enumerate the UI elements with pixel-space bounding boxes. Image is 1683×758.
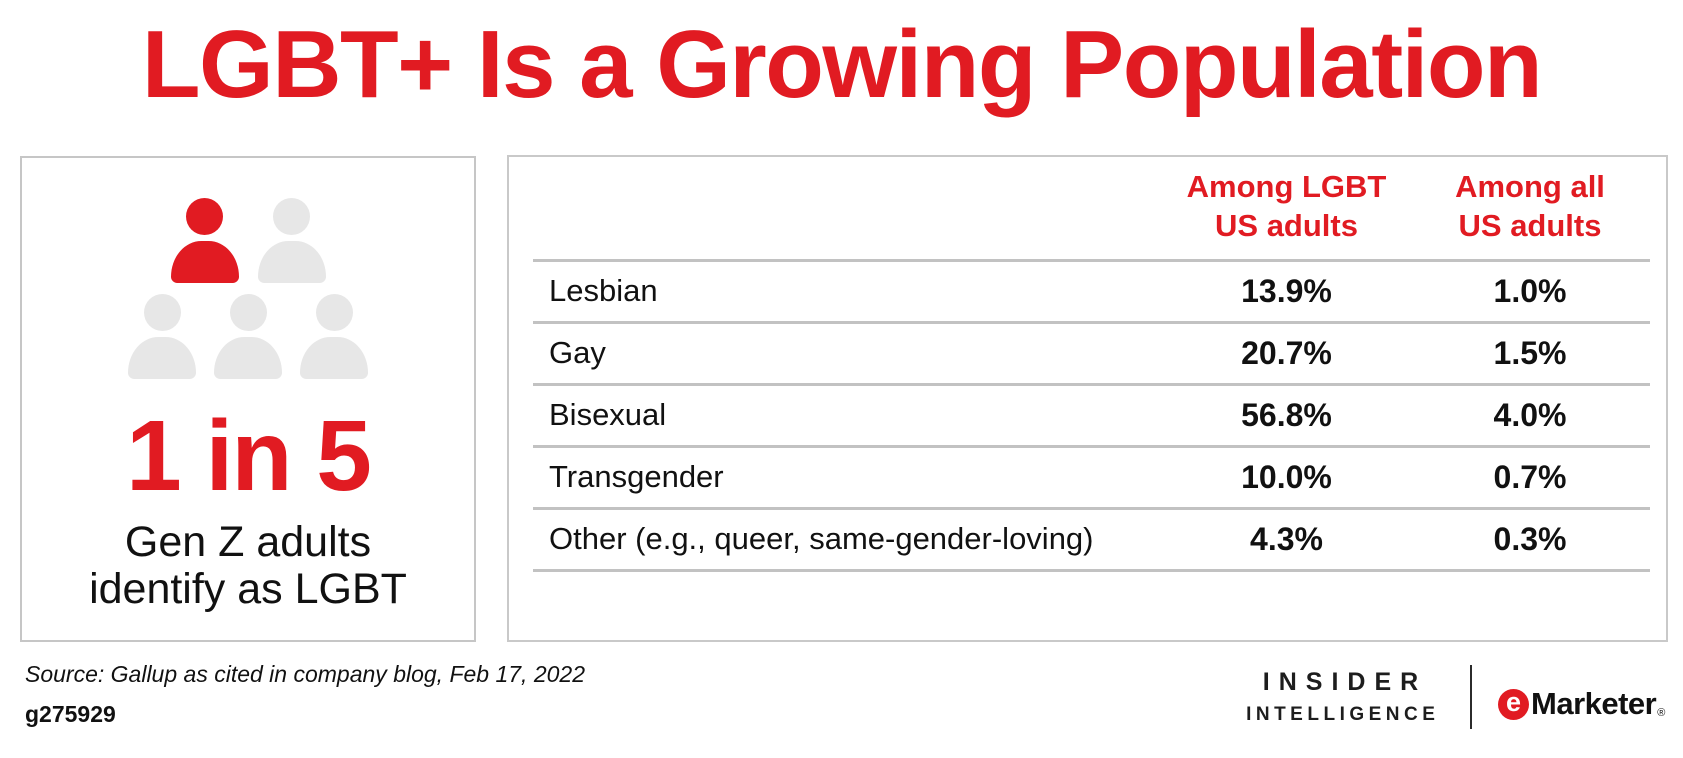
table-row: Transgender 10.0% 0.7% — [533, 446, 1650, 508]
demographics-table: Among LGBT US adults Among all US adults… — [533, 157, 1650, 572]
emarketer-wordmark: Marketer — [1531, 686, 1657, 721]
value-among-lgbt: 13.9% — [1241, 272, 1332, 309]
data-table-panel: Among LGBT US adults Among all US adults… — [507, 155, 1668, 642]
people-row — [22, 198, 474, 283]
row-label: Transgender — [549, 459, 724, 494]
person-torso — [170, 241, 239, 283]
value-among-lgbt: 4.3% — [1250, 520, 1323, 557]
person-icon — [128, 294, 196, 379]
value-among-lgbt: 10.0% — [1241, 458, 1332, 495]
row-label: Other (e.g., queer, same-gender-loving) — [549, 521, 1094, 556]
brand-divider — [1470, 665, 1472, 729]
person-torso — [257, 241, 326, 283]
value-among-all: 4.0% — [1493, 396, 1567, 433]
person-head — [315, 294, 353, 331]
person-icon — [300, 294, 368, 379]
chart-id: g275929 — [25, 701, 116, 727]
insider-logo-line1: INSIDER — [1262, 668, 1428, 696]
row-label: Lesbian — [549, 273, 658, 308]
person-head — [229, 294, 267, 331]
person-icon — [257, 198, 326, 283]
table-row: Gay 20.7% 1.5% — [533, 322, 1650, 384]
row-label: Gay — [549, 335, 606, 370]
emarketer-e-icon: e — [1498, 688, 1529, 720]
value-among-all: 0.7% — [1493, 458, 1567, 495]
table-row: Lesbian 13.9% 1.0% — [533, 260, 1650, 322]
person-head — [143, 294, 181, 331]
emarketer-logo: e Marketer ® — [1498, 686, 1665, 722]
people-row — [22, 294, 474, 379]
value-among-all: 1.0% — [1493, 272, 1567, 309]
column-header-among-all: Among all US adults — [1455, 168, 1605, 243]
registered-trademark-mark: ® — [1657, 707, 1666, 719]
table-row: Bisexual 56.8% 4.0% — [533, 384, 1650, 446]
table-row: Other (e.g., queer, same-gender-loving) … — [533, 508, 1650, 570]
person-head — [273, 198, 310, 235]
person-torso — [214, 337, 282, 379]
value-among-lgbt: 20.7% — [1241, 334, 1332, 371]
person-icon — [214, 294, 282, 379]
row-label: Bisexual — [549, 397, 667, 432]
person-head — [186, 198, 223, 235]
stat-panel: 1 in 5 Gen Z adults identify as LGBT — [20, 156, 476, 642]
insider-logo-line2: INTELLIGENCE — [1246, 704, 1440, 725]
value-among-lgbt: 56.8% — [1241, 396, 1332, 433]
person-highlighted-icon — [170, 198, 239, 283]
value-among-all: 1.5% — [1493, 334, 1567, 371]
column-header-among-lgbt: Among LGBT US adults — [1186, 168, 1387, 243]
people-grid — [22, 198, 474, 379]
column-header-empty — [533, 157, 1163, 260]
stat-caption: Gen Z adults identify as LGBT — [89, 518, 407, 613]
source-note: Source: Gallup as cited in company blog,… — [25, 661, 586, 687]
insider-intelligence-logo: INSIDER INTELLIGENCE — [1238, 668, 1443, 726]
big-stat-value: 1 in 5 — [126, 400, 372, 512]
person-torso — [128, 337, 196, 379]
person-torso — [300, 337, 368, 379]
page-title: LGBT+ Is a Growing Population — [141, 11, 1543, 118]
value-among-all: 0.3% — [1493, 520, 1567, 557]
table-header-row: Among LGBT US adults Among all US adults — [533, 157, 1650, 260]
